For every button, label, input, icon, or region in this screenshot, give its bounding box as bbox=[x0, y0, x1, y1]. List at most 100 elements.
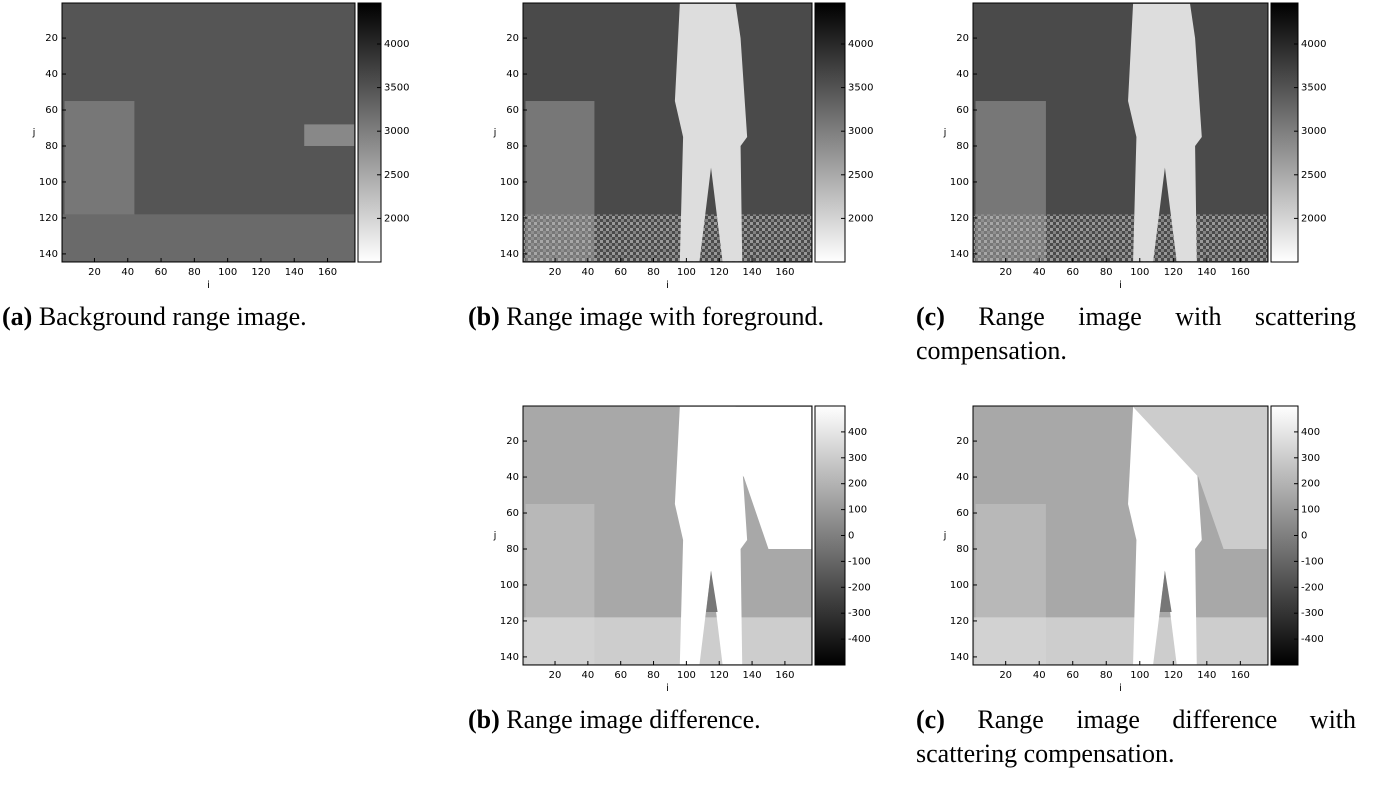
x-tick-label: 60 bbox=[1066, 670, 1079, 681]
x-axis-label: i bbox=[666, 683, 669, 694]
y-tick-label: 120 bbox=[950, 616, 969, 627]
y-tick-label: 140 bbox=[500, 249, 519, 260]
x-tick-label: 120 bbox=[710, 267, 729, 278]
colorbar-tick-label: 4000 bbox=[848, 39, 873, 50]
x-tick-label: 120 bbox=[1164, 267, 1183, 278]
caption: (b) Range image difference. bbox=[468, 703, 888, 737]
colorbar-tick-label: 100 bbox=[1301, 505, 1320, 516]
y-tick-label: 80 bbox=[506, 544, 519, 555]
image-region bbox=[1159, 570, 1172, 612]
x-tick-label: 20 bbox=[999, 670, 1012, 681]
y-tick-label: 120 bbox=[39, 213, 58, 224]
x-tick-label: 40 bbox=[581, 267, 594, 278]
y-tick-label: 40 bbox=[45, 69, 58, 80]
colorbar-tick-label: -100 bbox=[848, 556, 871, 567]
caption: (a) Background range image. bbox=[2, 300, 422, 334]
colorbar bbox=[1270, 2, 1299, 263]
foreground bbox=[1128, 3, 1202, 262]
caption-text: Range image with scattering compensation… bbox=[916, 302, 1357, 365]
caption: (b) Range image with foreground. bbox=[468, 300, 888, 334]
y-axis-label: j bbox=[943, 128, 947, 139]
colorbar-tick-label: 100 bbox=[848, 505, 867, 516]
y-tick-label: 100 bbox=[500, 580, 519, 591]
y-axis-label: j bbox=[943, 531, 947, 542]
colorbar-tick-label: 3000 bbox=[848, 126, 873, 137]
x-axis-label: i bbox=[1119, 280, 1122, 291]
x-tick-label: 80 bbox=[1100, 670, 1113, 681]
colorbar-tick-label: 200 bbox=[1301, 479, 1320, 490]
image-region bbox=[973, 617, 1268, 665]
image-region bbox=[674, 406, 812, 549]
x-tick-label: 60 bbox=[614, 267, 627, 278]
x-tick-label: 80 bbox=[647, 670, 660, 681]
x-tick-label: 120 bbox=[251, 267, 270, 278]
caption-label: (c) bbox=[916, 302, 945, 331]
image-region bbox=[523, 214, 812, 262]
y-tick-label: 80 bbox=[956, 141, 969, 152]
caption-text: Range image difference. bbox=[506, 705, 761, 734]
x-tick-label: 120 bbox=[710, 670, 729, 681]
colorbar-tick-label: 3500 bbox=[1301, 83, 1326, 94]
x-tick-label: 140 bbox=[743, 670, 762, 681]
colorbar-tick-label: 0 bbox=[1301, 531, 1307, 542]
colorbar-tick-label: 400 bbox=[1301, 427, 1320, 438]
y-tick-label: 60 bbox=[956, 508, 969, 519]
colorbar-tick-label: -300 bbox=[848, 608, 871, 619]
y-tick-label: 100 bbox=[39, 177, 58, 188]
colorbar-tick-label: 400 bbox=[848, 427, 867, 438]
x-tick-label: 20 bbox=[549, 670, 562, 681]
y-tick-label: 140 bbox=[950, 652, 969, 663]
x-tick-label: 40 bbox=[1033, 267, 1046, 278]
x-tick-label: 40 bbox=[1033, 670, 1046, 681]
colorbar-tick-label: 300 bbox=[848, 453, 867, 464]
y-tick-label: 80 bbox=[506, 141, 519, 152]
image-frame bbox=[522, 405, 813, 666]
y-tick-label: 140 bbox=[950, 249, 969, 260]
y-tick-label: 120 bbox=[950, 213, 969, 224]
image-frame bbox=[972, 405, 1269, 666]
image-region bbox=[62, 214, 355, 262]
caption-text: Range image difference with scattering c… bbox=[916, 705, 1357, 768]
colorbar-tick-label: -200 bbox=[848, 582, 871, 593]
y-tick-label: 100 bbox=[950, 177, 969, 188]
y-tick-label: 40 bbox=[956, 69, 969, 80]
y-tick-label: 100 bbox=[500, 177, 519, 188]
image-frame bbox=[61, 2, 356, 263]
y-tick-label: 20 bbox=[506, 436, 519, 447]
y-tick-label: 40 bbox=[506, 69, 519, 80]
y-tick-label: 100 bbox=[950, 580, 969, 591]
colorbar bbox=[1270, 405, 1299, 666]
y-tick-label: 60 bbox=[506, 105, 519, 116]
y-axis-label: j bbox=[32, 128, 36, 139]
colorbar-tick-label: 3000 bbox=[384, 126, 409, 137]
colorbar-tick-label: 4000 bbox=[384, 39, 409, 50]
colorbar-tick-label: 2500 bbox=[848, 170, 873, 181]
x-tick-label: 100 bbox=[1130, 670, 1149, 681]
x-tick-label: 160 bbox=[1231, 267, 1250, 278]
x-tick-label: 40 bbox=[581, 670, 594, 681]
colorbar-tick-label: 3500 bbox=[384, 83, 409, 94]
x-tick-label: 160 bbox=[775, 267, 794, 278]
x-tick-label: 20 bbox=[999, 267, 1012, 278]
x-tick-label: 100 bbox=[218, 267, 237, 278]
image-region bbox=[1128, 406, 1268, 549]
x-tick-label: 140 bbox=[743, 267, 762, 278]
y-tick-label: 20 bbox=[956, 436, 969, 447]
colorbar-tick-label: -300 bbox=[1301, 608, 1324, 619]
image-region bbox=[706, 570, 718, 612]
x-tick-label: 140 bbox=[285, 267, 304, 278]
x-tick-label: 140 bbox=[1197, 670, 1216, 681]
colorbar-tick-label: -200 bbox=[1301, 582, 1324, 593]
colorbar-tick-label: 200 bbox=[848, 479, 867, 490]
y-tick-label: 60 bbox=[506, 508, 519, 519]
image-frame bbox=[972, 2, 1269, 263]
caption-label: (b) bbox=[468, 705, 500, 734]
colorbar bbox=[814, 405, 846, 666]
x-tick-label: 60 bbox=[155, 267, 168, 278]
caption-text: Range image with foreground. bbox=[506, 302, 824, 331]
caption-label: (a) bbox=[2, 302, 33, 331]
x-tick-label: 100 bbox=[1130, 267, 1149, 278]
caption: (c) Range image with scattering compensa… bbox=[916, 300, 1356, 368]
